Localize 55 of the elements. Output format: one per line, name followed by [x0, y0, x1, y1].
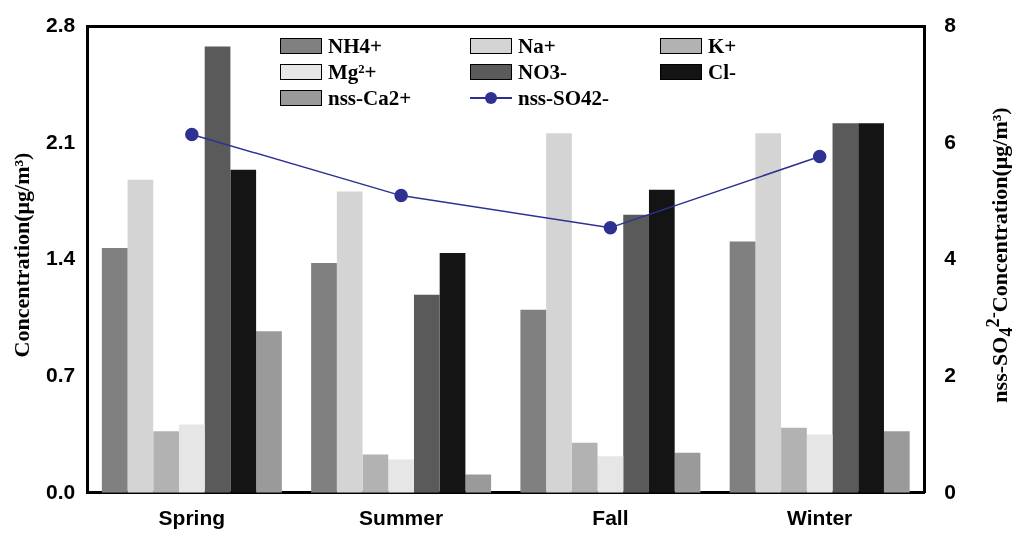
- x-tick-label: Summer: [359, 506, 444, 530]
- y-axis-title: Concentration(μg/m³): [9, 152, 35, 358]
- bar: [571, 442, 598, 493]
- bar: [520, 309, 547, 493]
- bar: [465, 474, 492, 493]
- bar: [729, 241, 756, 493]
- bar: [178, 424, 205, 493]
- bar: [311, 263, 337, 493]
- point: [812, 149, 827, 164]
- legend-label: K+: [708, 33, 737, 59]
- bar: [153, 431, 179, 493]
- point: [603, 220, 618, 235]
- bar: [336, 191, 363, 493]
- bar: [755, 133, 782, 493]
- x-tick-label: Spring: [158, 506, 226, 530]
- legend-label: nss-Ca2+: [328, 85, 412, 111]
- y2-tick-label: 8: [944, 13, 957, 37]
- bar: [781, 427, 807, 493]
- bar: [362, 454, 389, 493]
- bar: [648, 189, 675, 493]
- y-tick-label: 0.0: [45, 479, 76, 503]
- bar: [204, 46, 231, 493]
- bar: [256, 331, 282, 493]
- bar: [546, 133, 572, 493]
- x-tick-label: Winter: [787, 506, 853, 530]
- y2-tick-label: 0: [944, 479, 957, 503]
- bar: [832, 123, 859, 493]
- bar: [439, 253, 466, 493]
- y-tick-label: 0.7: [45, 363, 76, 387]
- y2-tick-label: 6: [944, 129, 957, 153]
- legend-label: Mg²+: [328, 59, 377, 85]
- bar: [127, 179, 154, 493]
- legend-label: Cl-: [708, 59, 736, 85]
- bar: [623, 214, 649, 493]
- legend-label: NO3-: [518, 59, 567, 85]
- bar: [674, 452, 701, 493]
- legend-label: nss-SO42-: [518, 85, 610, 111]
- y-tick-label: 1.4: [45, 246, 76, 270]
- bar: [858, 123, 884, 493]
- bar: [883, 431, 910, 493]
- y2-tick-label: 2: [944, 363, 957, 387]
- y2-tick-label: 4: [944, 246, 957, 270]
- y-tick-label: 2.8: [45, 13, 76, 37]
- y-tick-label: 2.1: [45, 129, 76, 153]
- bar: [388, 459, 414, 493]
- bar: [806, 434, 833, 493]
- bar: [230, 169, 257, 493]
- bar: [101, 248, 128, 493]
- bar: [597, 456, 624, 493]
- point: [185, 127, 199, 142]
- point: [394, 188, 408, 203]
- bar: [413, 294, 440, 493]
- legend-label: Na+: [518, 33, 556, 59]
- x-tick-label: Fall: [592, 506, 629, 530]
- legend-label: NH4+: [328, 33, 382, 59]
